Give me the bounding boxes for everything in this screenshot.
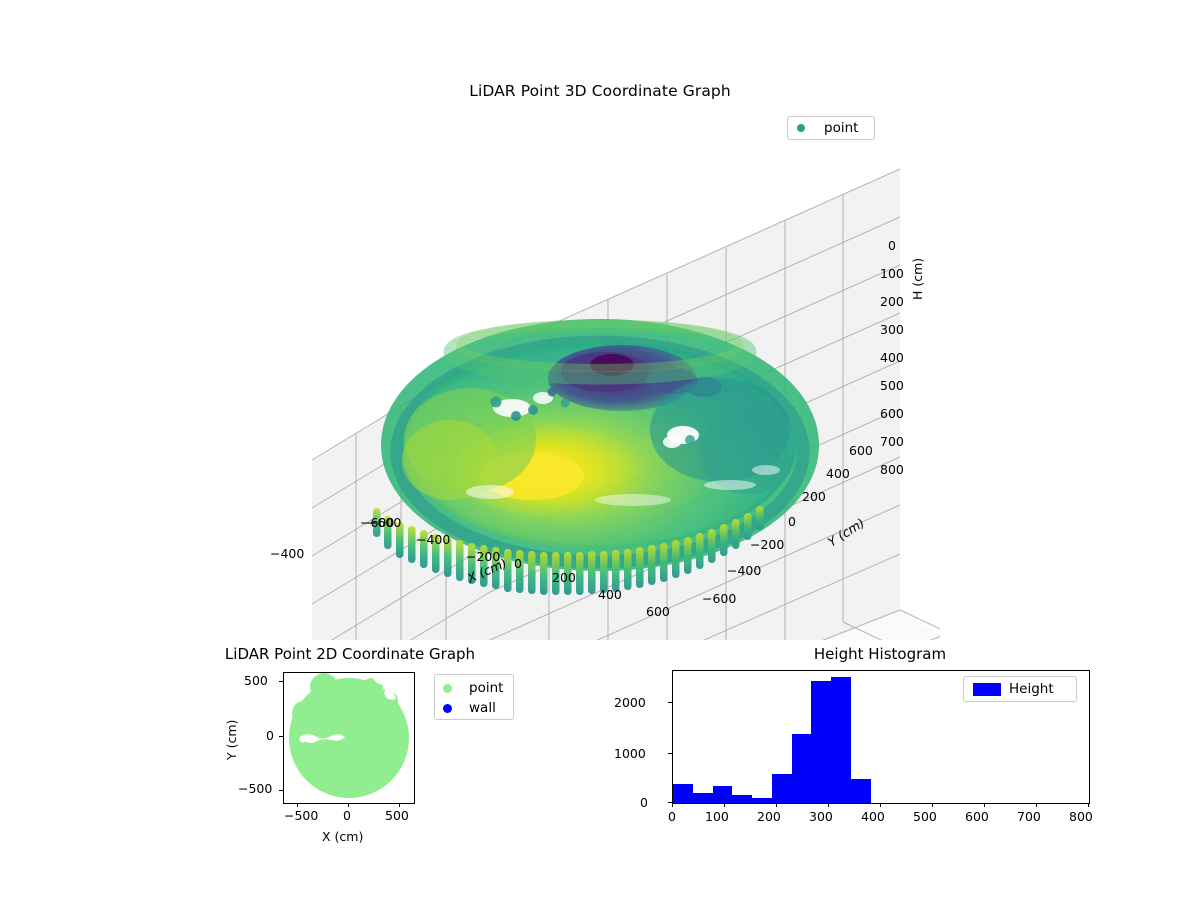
histogram-bar xyxy=(850,778,871,803)
histogram-title: Height Histogram xyxy=(813,645,947,663)
y-tick-label-1: −400 xyxy=(727,563,762,578)
legend-label-height: Height xyxy=(1009,681,1054,697)
tick-mark xyxy=(279,736,283,738)
histogram-bar xyxy=(791,734,812,803)
y2d-axis-label: Y (cm) xyxy=(224,719,239,760)
wall-marker-icon xyxy=(443,703,452,713)
tick-mark xyxy=(1088,803,1090,807)
histogram-bar xyxy=(811,681,832,803)
x-tick-label-5: 400 xyxy=(598,587,622,602)
hist-x-tick-800: 800 xyxy=(1069,809,1093,824)
x-tick-label-0: −600 xyxy=(367,515,402,530)
point-marker-icon xyxy=(797,124,805,132)
tick-mark xyxy=(348,803,350,807)
x-tick-label-4: 200 xyxy=(552,570,576,585)
y2d-tick-label-m500: −500 xyxy=(238,781,273,796)
hist-x-tick-600: 600 xyxy=(965,809,989,824)
y-tick-label-4: 200 xyxy=(802,489,826,504)
lidar-2d-title: LiDAR Point 2D Coordinate Graph xyxy=(224,645,476,663)
y-tick-label-2: −200 xyxy=(750,537,785,552)
hist-y-tick-2000: 2000 xyxy=(614,695,646,710)
legend-item-wall[interactable]: wall xyxy=(435,698,513,718)
hist-y-tick-0: 0 xyxy=(640,795,648,810)
y-tick-label-6: 600 xyxy=(849,443,873,458)
x-tick-label-3: 0 xyxy=(514,556,522,571)
legend-histogram[interactable]: Height xyxy=(963,676,1077,702)
tick-mark xyxy=(399,803,401,807)
tick-mark xyxy=(984,803,986,807)
tick-mark xyxy=(776,803,778,807)
tick-mark xyxy=(1036,803,1038,807)
tick-mark xyxy=(672,803,674,807)
legend-item-height[interactable]: Height xyxy=(964,677,1076,701)
x2d-axis-label: X (cm) xyxy=(322,829,364,844)
hist-x-tick-500: 500 xyxy=(913,809,937,824)
y2d-tick-label-500: 500 xyxy=(244,673,268,688)
x2d-tick-label-500: 500 xyxy=(385,808,409,823)
histogram-bar xyxy=(732,795,753,803)
histogram-bars xyxy=(673,671,1089,803)
x2d-tick-label-m500: −500 xyxy=(284,808,319,823)
y-tick-label-3: 0 xyxy=(788,514,796,529)
x-tick-label-2: −200 xyxy=(466,549,501,564)
histogram-bar xyxy=(712,785,733,803)
height-patch-icon xyxy=(973,682,1001,696)
legend-label-point: point xyxy=(469,680,504,696)
legend-item-point[interactable]: point xyxy=(435,678,513,698)
tick-mark xyxy=(880,803,882,807)
tick-mark xyxy=(279,790,283,792)
legend-3d[interactable]: point xyxy=(787,116,875,140)
z-tick-label: 0 xyxy=(888,238,896,253)
hist-x-tick-700: 700 xyxy=(1017,809,1041,824)
hist-y-tick-1000: 1000 xyxy=(614,746,646,761)
histogram-bar xyxy=(752,797,772,803)
page-title: LiDAR Point 3D Coordinate Graph xyxy=(469,82,731,100)
hist-x-tick-100: 100 xyxy=(705,809,729,824)
legend-label-wall: wall xyxy=(469,700,496,716)
z-tick-label: 600 xyxy=(880,406,904,421)
hist-x-tick-300: 300 xyxy=(809,809,833,824)
x-tick-label-6: 600 xyxy=(646,604,670,619)
histogram-bar xyxy=(831,677,851,803)
legend-label-point: point xyxy=(824,120,859,136)
x-tick-label-1: −400 xyxy=(416,532,451,547)
tick-mark xyxy=(932,803,934,807)
legend-2d[interactable]: point wall xyxy=(434,674,514,720)
lidar-2d-plot[interactable] xyxy=(283,672,415,804)
z-axis-label: H (cm) xyxy=(910,257,925,300)
tick-mark xyxy=(297,803,299,807)
tick-mark xyxy=(668,753,672,755)
lidar-2d-scatter xyxy=(289,673,409,798)
tick-mark xyxy=(279,681,283,683)
hist-x-tick-200: 200 xyxy=(757,809,781,824)
hist-x-tick-400: 400 xyxy=(861,809,885,824)
y-tick-label-0: −600 xyxy=(702,591,737,606)
z-tick-label: 700 xyxy=(880,434,904,449)
x-tick-label: −400 xyxy=(270,546,305,561)
z-tick-label: 100 xyxy=(880,266,904,281)
z-tick-label: 500 xyxy=(880,378,904,393)
y-tick-label-5: 400 xyxy=(826,466,850,481)
histogram-bar xyxy=(771,773,792,803)
tick-mark xyxy=(724,803,726,807)
histogram-bar xyxy=(673,783,693,803)
y2d-tick-label-0: 0 xyxy=(266,728,274,743)
z-tick-label: 300 xyxy=(880,322,904,337)
tick-mark xyxy=(828,803,830,807)
x-tick-label: −600 xyxy=(360,515,395,530)
tick-mark xyxy=(668,802,672,804)
3d-scene xyxy=(311,168,940,640)
lidar-3d-plot[interactable]: 0 100 200 300 400 500 600 700 800 H (cm)… xyxy=(270,140,940,640)
point-marker-icon xyxy=(443,683,452,693)
z-tick-label: 400 xyxy=(880,350,904,365)
x2d-tick-label-0: 0 xyxy=(343,808,351,823)
histogram-bar xyxy=(692,793,713,803)
hist-x-tick-0: 0 xyxy=(668,809,676,824)
point-cloud xyxy=(373,319,819,595)
z-tick-label: 800 xyxy=(880,462,904,477)
legend-item-point[interactable]: point xyxy=(788,117,874,139)
tick-mark xyxy=(668,702,672,704)
z-tick-label: 200 xyxy=(880,294,904,309)
